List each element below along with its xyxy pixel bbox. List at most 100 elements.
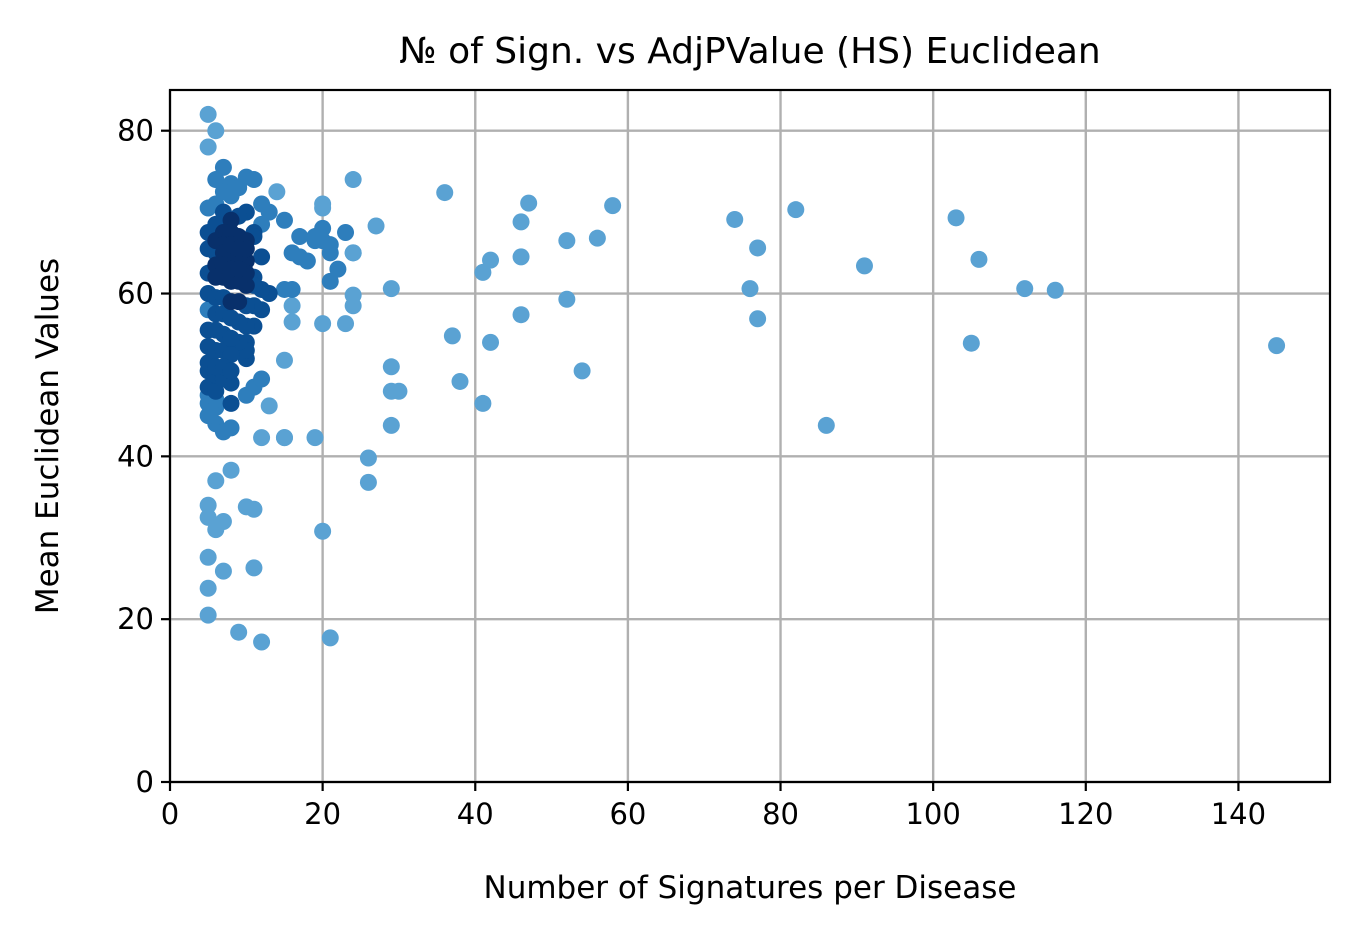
scatter-point	[382, 358, 400, 376]
scatter-point	[253, 633, 271, 651]
scatter-point	[314, 315, 332, 333]
scatter-point	[199, 548, 217, 566]
scatter-point	[359, 473, 377, 491]
scatter-point	[382, 280, 400, 298]
x-tick-label: 0	[161, 797, 179, 831]
scatter-point	[245, 559, 263, 577]
scatter-point	[749, 310, 767, 328]
scatter-point	[314, 199, 332, 217]
scatter-point	[749, 239, 767, 257]
scatter-point	[222, 419, 240, 437]
scatter-point	[283, 297, 301, 315]
scatter-point	[214, 158, 232, 176]
scatter-point	[222, 346, 240, 364]
scatter-point	[222, 394, 240, 412]
scatter-point	[474, 394, 492, 412]
scatter-point	[199, 138, 217, 156]
scatter-point	[222, 211, 240, 229]
scatter-point	[306, 429, 324, 447]
scatter-point	[268, 183, 286, 201]
scatter-point	[199, 606, 217, 624]
scatter-point	[1016, 280, 1034, 298]
scatter-point	[482, 333, 500, 351]
scatter-point	[726, 210, 744, 228]
x-tick-label: 20	[304, 797, 341, 831]
grid	[168, 90, 1330, 784]
scatter-point	[512, 248, 530, 266]
scatter-point	[222, 293, 240, 311]
scatter-point	[436, 184, 454, 202]
scatter-point	[199, 579, 217, 597]
scatter-point	[970, 250, 988, 268]
scatter-point	[558, 232, 576, 250]
scatter-point	[230, 260, 248, 278]
scatter-point	[512, 306, 530, 324]
scatter-point	[260, 397, 278, 415]
scatter-point	[588, 229, 606, 247]
scatter-point	[337, 223, 355, 241]
scatter-point	[962, 334, 980, 352]
scatter-point	[573, 362, 591, 380]
scatter-point	[237, 386, 255, 404]
scatter-point	[275, 280, 293, 298]
scatter-point	[199, 105, 217, 123]
scatter-point	[199, 508, 217, 526]
scatter-point	[207, 171, 225, 189]
scatter-point	[604, 197, 622, 215]
scatter-point	[207, 382, 225, 400]
scatter-point	[291, 228, 309, 246]
scatter-point	[1046, 281, 1064, 299]
scatter-point	[245, 171, 263, 189]
y-tick-label: 60	[117, 277, 154, 311]
scatter-point	[344, 286, 362, 304]
scatter-point	[237, 498, 255, 516]
scatter-point	[222, 309, 240, 327]
x-tick-label: 60	[609, 797, 646, 831]
scatter-point	[253, 370, 271, 388]
scatter-point	[321, 272, 339, 290]
scatter-point	[1268, 337, 1286, 355]
x-tick-label: 40	[457, 797, 494, 831]
scatter-point	[558, 290, 576, 308]
scatter-point	[275, 429, 293, 447]
x-tick-label: 100	[905, 797, 960, 831]
scatter-point	[314, 219, 332, 237]
scatter-point	[253, 248, 271, 266]
y-tick-label: 80	[117, 114, 154, 148]
scatter-point	[344, 171, 362, 189]
scatter-point	[947, 209, 965, 227]
y-tick-label: 0	[136, 765, 154, 799]
scatter-point	[253, 429, 271, 447]
scatter-point	[817, 416, 835, 434]
scatter-point	[855, 257, 873, 275]
plot-frame	[168, 88, 1332, 784]
scatter-point	[314, 522, 332, 540]
scatter-point	[207, 122, 225, 140]
scatter-point	[741, 280, 759, 298]
data-points	[199, 105, 1286, 651]
scatter-point	[230, 240, 248, 258]
y-tick-label: 20	[117, 602, 154, 636]
scatter-point	[451, 372, 469, 390]
scatter-point	[253, 195, 271, 213]
axis-ticks: 0 20 40 60 80 100 120 140 0 20 40 60 80	[117, 114, 1266, 831]
scatter-point	[199, 496, 217, 514]
scatter-point	[520, 194, 538, 212]
scatter-point	[291, 248, 309, 266]
x-tick-label: 80	[762, 797, 799, 831]
x-axis-label: Number of Signatures per Disease	[484, 870, 1017, 906]
scatter-point	[230, 623, 248, 641]
scatter-point	[214, 512, 232, 530]
scatter-point	[329, 260, 347, 278]
y-axis-label: Mean Euclidean Values	[30, 258, 66, 614]
scatter-point	[482, 251, 500, 269]
scatter-point	[344, 244, 362, 262]
scatter-point	[222, 461, 240, 479]
scatter-point	[359, 449, 377, 467]
chart-title: № of Sign. vs AdjPValue (HS) Euclidean	[399, 31, 1101, 72]
scatter-point	[382, 416, 400, 434]
y-tick-label: 40	[117, 439, 154, 473]
scatter-point	[275, 211, 293, 229]
scatter-point	[222, 362, 240, 380]
